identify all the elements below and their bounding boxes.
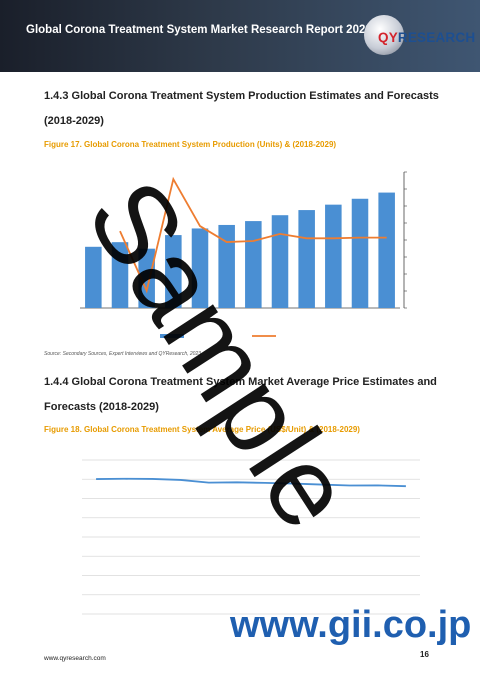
production-bar	[325, 204, 342, 308]
figure-17-caption: Figure 17. Global Corona Treatment Syste…	[44, 140, 337, 149]
production-bar	[351, 198, 369, 308]
production-bar	[165, 235, 182, 308]
production-bar	[245, 221, 262, 308]
production-bar	[138, 248, 155, 308]
production-bar	[271, 215, 289, 308]
legend-production-swatch	[160, 334, 184, 338]
production-bar	[111, 242, 129, 308]
figure-18-caption: Figure 18. Global Corona Treatment Syste…	[44, 425, 360, 434]
logo-q: QY	[378, 30, 398, 45]
average-price-chart	[82, 459, 420, 615]
source-note: Source: Secondary Sources, Expert Interv…	[44, 351, 202, 357]
production-chart	[80, 171, 407, 338]
footer-url: www.qyresearch.com	[44, 655, 106, 662]
header-banner: Global Corona Treatment System Market Re…	[0, 0, 480, 72]
section-heading-1-line2: (2018-2029)	[44, 115, 104, 127]
production-bar	[378, 192, 395, 308]
report-title: Global Corona Treatment System Market Re…	[26, 24, 372, 36]
page-number: 16	[420, 650, 429, 659]
average-price-line	[96, 477, 406, 488]
qyresearch-logo: QYRESEARCH	[378, 30, 475, 45]
section-heading-1-line1: 1.4.3 Global Corona Treatment System Pro…	[44, 90, 439, 102]
production-bar	[191, 228, 209, 308]
production-bar	[298, 210, 315, 308]
section-heading-2-line1: 1.4.4 Global Corona Treatment System Mar…	[44, 376, 437, 388]
globe-logo-icon	[364, 15, 404, 55]
production-bar	[218, 224, 235, 308]
logo-rest: RESEARCH	[397, 30, 476, 45]
section-heading-2-line2: Forecasts (2018-2029)	[44, 401, 159, 413]
production-bar	[85, 246, 102, 308]
growth-rate-line	[119, 176, 387, 294]
